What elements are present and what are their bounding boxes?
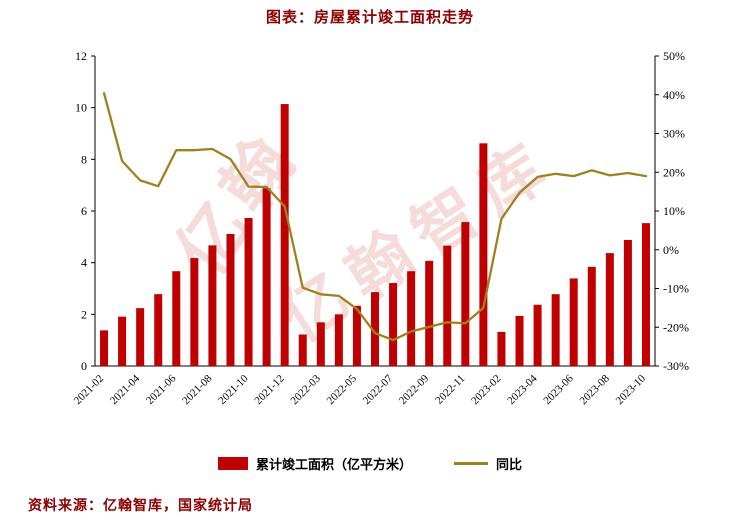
- bar-2022-02[interactable]: [298, 334, 307, 366]
- bar-legend-label: 累计竣工面积（亿平方米）: [255, 457, 412, 472]
- right-axis-tick-label: 40%: [663, 88, 685, 102]
- bar-2023-04[interactable]: [533, 304, 542, 366]
- right-axis-tick-label: -30%: [663, 359, 689, 373]
- x-axis-label: 2021-08: [180, 372, 215, 407]
- bar-2022-09[interactable]: [425, 260, 434, 366]
- legend-item-line[interactable]: 同比: [454, 454, 522, 473]
- legend: 累计竣工面积（亿平方米） 同比: [0, 454, 740, 473]
- bar-2021-08[interactable]: [208, 245, 217, 366]
- x-axis-label: 2021-12: [252, 373, 286, 407]
- bar-2023-07[interactable]: [587, 266, 596, 366]
- x-axis-label: 2021-06: [144, 372, 179, 407]
- source-note: 资料来源：亿翰智库，国家统计局: [28, 499, 253, 514]
- bar-2023-09[interactable]: [623, 239, 632, 366]
- bar-2023-03[interactable]: [515, 315, 524, 366]
- bar-2021-05[interactable]: [154, 294, 163, 366]
- bar-2022-05[interactable]: [352, 305, 361, 366]
- x-axis-label: 2021-10: [216, 372, 251, 407]
- x-axis-label: 2023-10: [614, 372, 649, 407]
- bar-2021-11[interactable]: [262, 188, 271, 366]
- bar-2023-02[interactable]: [497, 331, 506, 366]
- bar-2023-08[interactable]: [605, 253, 614, 366]
- right-axis-tick-label: 20%: [663, 165, 685, 179]
- x-axis-label: 2022-07: [361, 372, 396, 407]
- right-axis-tick-label: 10%: [663, 204, 685, 218]
- x-axis-label: 2022-09: [397, 372, 432, 407]
- right-axis-tick-label: 0%: [663, 243, 679, 257]
- x-axis-label: 2023-06: [541, 372, 576, 407]
- chart-title: 图表：房屋累计竣工面积走势: [265, 10, 474, 26]
- left-axis-tick-label: 12: [75, 49, 87, 63]
- x-axis-label: 2021-02: [72, 373, 106, 407]
- bar-2022-07[interactable]: [389, 283, 398, 366]
- yoy-line[interactable]: [102, 92, 648, 342]
- bar-2021-04[interactable]: [136, 308, 145, 366]
- bar-2021-03[interactable]: [118, 316, 127, 366]
- bar-2023-06[interactable]: [569, 278, 578, 366]
- x-axis-label: 2023-08: [578, 372, 613, 407]
- chart-plot: 0 2 4 6 8 10 12 -30% -20% -10% 0% 10% 20% 30% 40% 50% 20…: [72, 49, 689, 407]
- right-axis-tick-label: 50%: [663, 49, 685, 63]
- x-axis-label: 2022-03: [289, 372, 324, 407]
- x-axis-label: 2023-02: [469, 373, 503, 407]
- bar-2021-06[interactable]: [172, 271, 181, 366]
- right-axis-tick-label: -20%: [663, 320, 689, 334]
- bar-2022-04[interactable]: [334, 314, 343, 366]
- bar-2023-10[interactable]: [641, 223, 650, 366]
- bar-2022-03[interactable]: [316, 322, 325, 366]
- bar-2021-10[interactable]: [244, 217, 253, 366]
- right-axis-tick-label: -10%: [663, 282, 689, 296]
- legend-item-bar[interactable]: 累计竣工面积（亿平方米）: [217, 454, 412, 473]
- bar-legend-swatch: [217, 457, 248, 470]
- left-axis-tick-label: 8: [81, 152, 87, 166]
- line-legend-swatch: [454, 462, 488, 465]
- bar-2022-12[interactable]: [479, 143, 488, 366]
- left-axis-tick-label: 2: [81, 307, 87, 321]
- x-axis-label: 2022-05: [325, 372, 360, 407]
- bar-2021-12[interactable]: [280, 104, 289, 367]
- left-axis-tick-label: 4: [81, 256, 87, 270]
- left-axis-tick-label: 0: [81, 359, 87, 373]
- bar-2021-02[interactable]: [100, 330, 109, 366]
- left-axis-tick-label: 6: [81, 204, 87, 218]
- bar-2022-08[interactable]: [407, 271, 416, 366]
- bar-2022-11[interactable]: [461, 222, 470, 366]
- x-axis-label: 2021-04: [108, 372, 143, 407]
- bar-2022-10[interactable]: [443, 245, 452, 366]
- left-axis-tick-label: 10: [75, 101, 87, 115]
- bar-2023-05[interactable]: [551, 294, 560, 366]
- right-axis-tick-label: 30%: [663, 127, 685, 141]
- bar-2021-07[interactable]: [190, 258, 199, 366]
- bar-2022-06[interactable]: [371, 292, 379, 366]
- bar-2021-09[interactable]: [226, 233, 235, 366]
- line-legend-label: 同比: [496, 457, 523, 472]
- x-axis-label: 2022-11: [433, 373, 467, 407]
- x-axis-label: 2023-04: [505, 372, 540, 407]
